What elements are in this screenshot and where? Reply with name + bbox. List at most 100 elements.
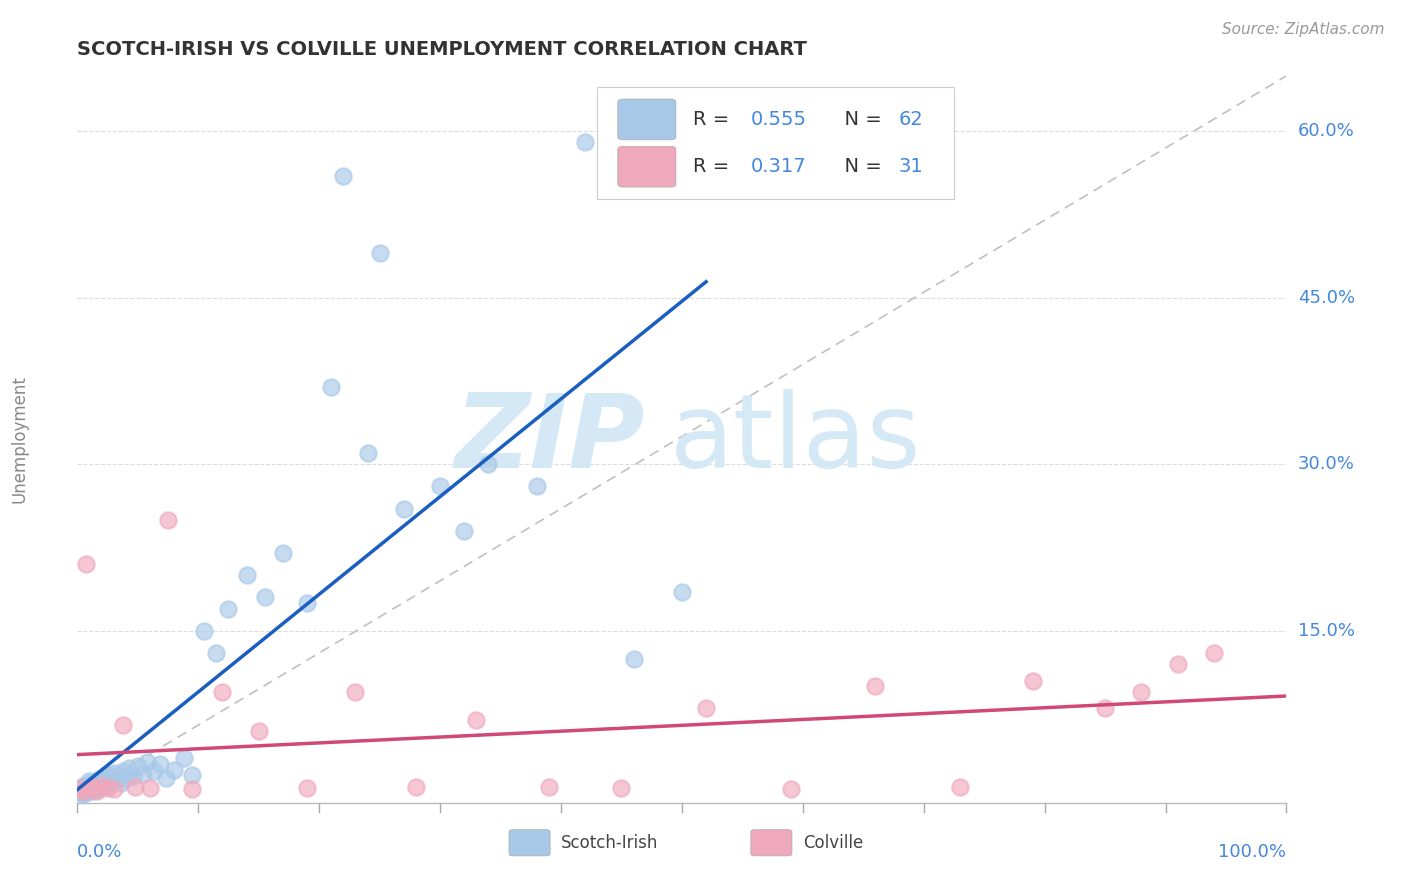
Point	[96, 781, 118, 796]
Point	[332, 169, 354, 183]
Point	[103, 765, 125, 780]
Text: Scotch-Irish: Scotch-Irish	[561, 834, 658, 852]
Point	[107, 769, 129, 783]
Text: 30.0%: 30.0%	[1298, 455, 1354, 474]
FancyBboxPatch shape	[751, 830, 792, 855]
Text: 60.0%: 60.0%	[1298, 122, 1354, 140]
Point	[100, 774, 122, 789]
Point	[671, 585, 693, 599]
Point	[96, 770, 118, 784]
Point	[695, 701, 717, 715]
Point	[218, 601, 240, 615]
Text: N =: N =	[832, 110, 887, 129]
Point	[148, 756, 170, 771]
Text: atlas: atlas	[669, 389, 921, 490]
Point	[173, 751, 195, 765]
Point	[163, 763, 186, 777]
Point	[477, 457, 499, 471]
Point	[86, 776, 108, 790]
Point	[112, 718, 135, 732]
Point	[79, 782, 101, 797]
Point	[82, 783, 104, 797]
Point	[80, 778, 103, 792]
Point	[79, 773, 101, 788]
Text: 0.555: 0.555	[751, 110, 807, 129]
Point	[72, 779, 94, 793]
Point	[271, 546, 294, 560]
Point	[124, 780, 146, 795]
Point	[75, 557, 97, 571]
Point	[72, 783, 94, 797]
Point	[79, 777, 101, 791]
Point	[344, 685, 367, 699]
Point	[1167, 657, 1189, 671]
Point	[82, 780, 104, 795]
Text: 0.0%: 0.0%	[77, 843, 122, 861]
Point	[453, 524, 475, 538]
Text: N =: N =	[832, 157, 887, 177]
Text: Colville: Colville	[803, 834, 863, 852]
Point	[779, 782, 801, 797]
Text: 15.0%: 15.0%	[1298, 622, 1354, 640]
Point	[131, 767, 153, 781]
Point	[865, 679, 887, 693]
Point	[89, 780, 111, 795]
Point	[70, 787, 93, 801]
Point	[949, 780, 972, 795]
Point	[96, 779, 118, 793]
Point	[127, 759, 149, 773]
Point	[87, 782, 110, 797]
Text: R =: R =	[693, 110, 735, 129]
Point	[72, 783, 94, 797]
Point	[93, 773, 115, 788]
Point	[235, 568, 257, 582]
Point	[1021, 673, 1043, 688]
Point	[79, 781, 101, 796]
Text: ZIP: ZIP	[456, 389, 645, 490]
Text: Source: ZipAtlas.com: Source: ZipAtlas.com	[1222, 22, 1385, 37]
Point	[105, 772, 128, 787]
Point	[181, 782, 204, 797]
Point	[295, 596, 318, 610]
Point	[253, 591, 276, 605]
Point	[77, 780, 100, 795]
Point	[110, 776, 132, 790]
Text: 62: 62	[898, 110, 924, 129]
Point	[392, 501, 415, 516]
Point	[136, 755, 159, 769]
Point	[157, 513, 180, 527]
Point	[70, 781, 93, 796]
Point	[574, 136, 596, 150]
Point	[321, 379, 343, 393]
Point	[69, 785, 91, 799]
Point	[465, 713, 488, 727]
Point	[623, 651, 645, 665]
Text: SCOTCH-IRISH VS COLVILLE UNEMPLOYMENT CORRELATION CHART: SCOTCH-IRISH VS COLVILLE UNEMPLOYMENT CO…	[77, 40, 807, 59]
Point	[155, 772, 177, 786]
Point	[90, 779, 112, 793]
Point	[1094, 701, 1116, 715]
Text: R =: R =	[693, 157, 741, 177]
Point	[70, 781, 93, 796]
Point	[356, 446, 378, 460]
Point	[97, 768, 120, 782]
Point	[75, 782, 97, 797]
Point	[181, 768, 204, 782]
Point	[86, 783, 108, 797]
Point	[83, 774, 105, 789]
Text: 45.0%: 45.0%	[1298, 289, 1355, 307]
Point	[368, 246, 391, 260]
Point	[103, 782, 125, 797]
Point	[90, 777, 112, 791]
Point	[84, 779, 107, 793]
Point	[142, 764, 165, 778]
Point	[537, 780, 560, 795]
Text: 100.0%: 100.0%	[1219, 843, 1286, 861]
Point	[112, 764, 135, 778]
FancyBboxPatch shape	[617, 99, 676, 140]
Point	[87, 772, 110, 787]
Text: 31: 31	[898, 157, 924, 177]
Point	[247, 723, 270, 738]
FancyBboxPatch shape	[617, 146, 676, 187]
Point	[1202, 646, 1225, 660]
